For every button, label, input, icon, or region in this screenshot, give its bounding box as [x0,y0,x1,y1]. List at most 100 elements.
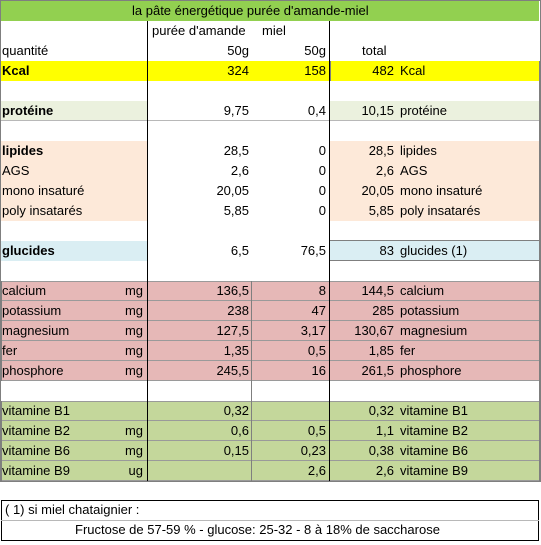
calcium-total: 144,5 [361,283,394,298]
ags-miel: 0 [318,163,326,178]
poly-label: poly insatarés [2,203,83,218]
lipides-fill-left [1,141,147,221]
qty-miel: 50g [304,43,326,58]
b2-total: 1,1 [375,423,394,438]
potassium-miel: 47 [311,303,326,318]
b1-name: vitamine B1 [400,403,468,418]
b2-label: vitamine B2 [2,423,70,438]
potassium-label: potassium [2,303,62,318]
b1-total: 0,32 [368,403,394,418]
potassium-amande: 238 [227,303,249,318]
phosphore-total: 261,5 [361,363,394,378]
table-row: fer mg 1,35 0,5 1,85 fer [0,341,541,361]
magnesium-name: magnesium [400,323,468,338]
fer-amande: 1,35 [223,343,249,358]
table-border [0,0,541,482]
table-row-glucides: glucides 6,5 76,5 83 glucides (1) [0,241,541,261]
lipides-label: lipides [2,143,44,158]
fer-label: fer [2,343,18,358]
b6-name: vitamine B6 [400,443,468,458]
kcal-total: 482 [372,63,394,78]
phosphore-miel: 16 [311,363,326,378]
proteine-fill-total [330,101,539,121]
table-row: potassium mg 238 47 285 potassium [0,301,541,321]
phosphore-label: phosphore [2,363,64,378]
table-row-proteine: protéine 9,75 0,4 10,15 protéine [0,101,541,121]
minerals-fill [1,281,539,381]
mono-miel: 0 [318,183,326,198]
potassium-total: 285 [372,303,394,318]
poly-miel: 0 [318,203,326,218]
poly-total: 5,85 [368,203,394,218]
glucides-total: 83 [379,243,394,258]
ags-label: AGS [2,163,30,178]
calcium-name: calcium [400,283,445,298]
glucides-name: glucides (1) [400,243,468,258]
potassium-unit: mg [124,303,143,318]
table-row: vitamine B2 mg 0,6 0,5 1,1 vitamine B2 [0,421,541,441]
ags-total: 2,6 [375,163,394,178]
calcium-label: calcium [2,283,47,298]
proteine-amande: 9,75 [223,103,249,118]
header-row: purée d'amande miel [0,21,541,41]
footnote-title-row: ( 1) si miel chataignier : [0,500,541,520]
glucides-amande: 6,5 [230,243,249,258]
b9-miel: 2,6 [307,463,326,478]
ags-name: AGS [400,163,428,178]
proteine-miel: 0,4 [307,103,326,118]
magnesium-amande: 127,5 [216,323,249,338]
fer-total: 1,85 [368,343,394,358]
proteine-total: 10,15 [361,103,394,118]
col-header-amande: purée d'amande [152,23,246,38]
b2-unit: mg [124,423,143,438]
kcal-amande: 324 [227,63,249,78]
fer-name: fer [400,343,416,358]
table-row: lipides 28,5 0 28,5 lipides [0,141,541,161]
fer-miel: 0,5 [307,343,326,358]
b1-label: vitamine B1 [2,403,70,418]
b6-miel: 0,23 [300,443,326,458]
quantite-label: quantité [2,43,49,58]
magnesium-total: 130,67 [354,323,394,338]
footnote-text: Fructose de 57-59 % - glucose: 25-32 - 8… [75,522,440,537]
qty-amande: 50g [227,43,249,58]
b1-amande: 0,32 [223,403,249,418]
ags-amande: 2,6 [230,163,249,178]
glucides-miel: 76,5 [300,243,326,258]
phosphore-amande: 245,5 [216,363,249,378]
lipides-total: 28,5 [368,143,394,158]
kcal-label: Kcal [2,63,30,78]
table-row: phosphore mg 245,5 16 261,5 phosphore [0,361,541,381]
b6-unit: mg [124,443,143,458]
b6-amande: 0,15 [223,443,249,458]
lipides-amande: 28,5 [223,143,249,158]
glucides-fill-left [1,241,147,261]
phosphore-name: phosphore [400,363,462,378]
b9-total: 2,6 [375,463,394,478]
table-row: vitamine B1 0,32 0,32 vitamine B1 [0,401,541,421]
glucides-fill-total [330,241,539,261]
table-title: la pâte énergétique purée d'amande-miel [132,3,369,18]
b6-label: vitamine B6 [2,443,70,458]
b2-miel: 0,5 [307,423,326,438]
table-row: AGS 2,6 0 2,6 AGS [0,161,541,181]
quantity-row: quantité 50g 50g total [0,41,541,61]
magnesium-miel: 3,17 [300,323,326,338]
fer-unit: mg [124,343,143,358]
mono-name: mono insaturé [400,183,483,198]
table-row: vitamine B9 ug 2,6 2,6 vitamine B9 [0,461,541,481]
poly-name: poly insatarés [400,203,481,218]
col-header-miel: miel [262,23,286,38]
title-fill [1,1,539,21]
table-row: magnesium mg 127,5 3,17 130,67 magnesium [0,321,541,341]
calcium-amande: 136,5 [216,283,249,298]
proteine-label: protéine [2,103,54,118]
mono-total: 20,05 [361,183,394,198]
table-row: poly insatarés 5,85 0 5,85 poly insataré… [0,201,541,221]
vitamins-fill [1,401,539,481]
table-row: mono insaturé 20,05 0 20,05 mono insatur… [0,181,541,201]
b9-name: vitamine B9 [400,463,468,478]
magnesium-label: magnesium [2,323,70,338]
lipides-fill-total [330,141,539,221]
